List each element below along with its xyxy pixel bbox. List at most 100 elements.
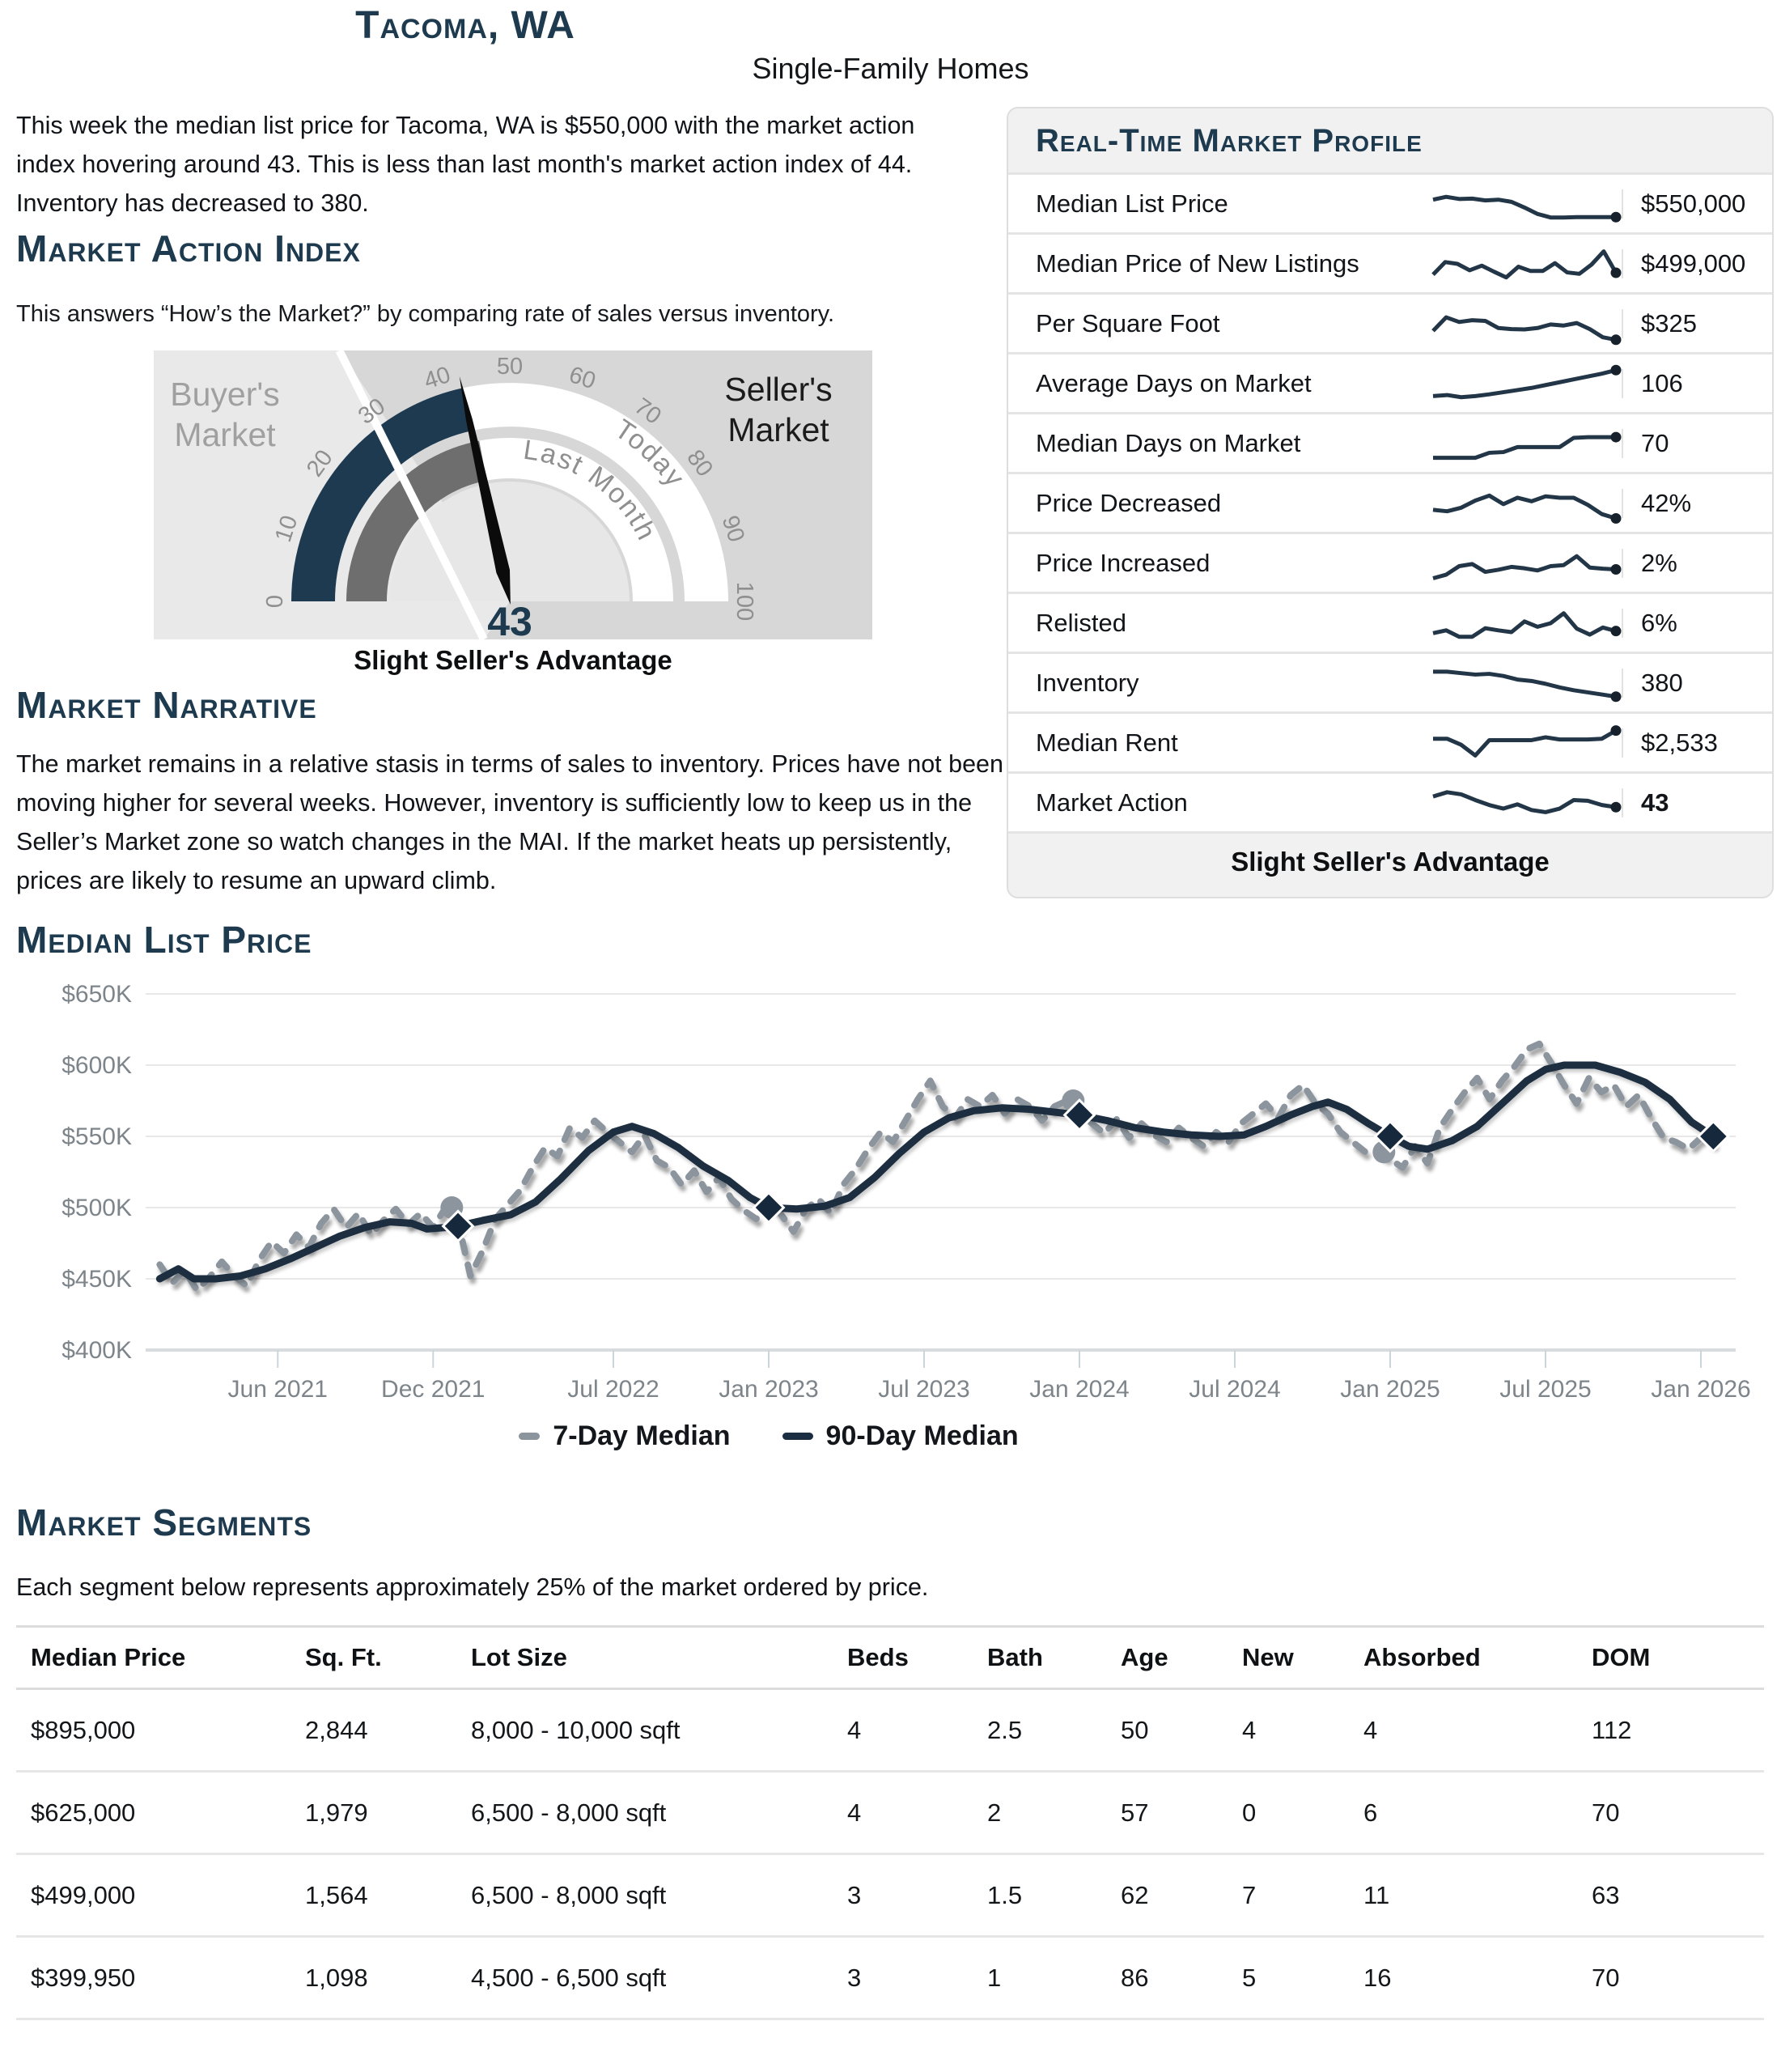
- profile-row-sparkline: [1433, 669, 1622, 702]
- chart-legend: 7-Day Median 90-Day Median: [138, 1420, 1400, 1452]
- segments-table-cell: 1,564: [305, 1880, 368, 1909]
- real-time-market-profile-panel: Real-Time Market Profile Median List Pri…: [1007, 107, 1774, 898]
- profile-row-sparkline: [1432, 610, 1622, 639]
- segments-table-cell: $625,000: [31, 1798, 136, 1827]
- profile-row-value: $550,000: [1622, 189, 1772, 219]
- svg-text:Market: Market: [174, 416, 276, 453]
- profile-row: Per Square Foot $325: [1008, 295, 1772, 355]
- segments-table-cell: 2,844: [305, 1715, 368, 1744]
- chart-x-tick-label: Jan 2024: [1029, 1376, 1129, 1403]
- segments-column-header: Beds: [847, 1643, 909, 1671]
- intro-summary: This week the median list price for Taco…: [16, 112, 915, 217]
- segments-table-cell: 4: [1242, 1715, 1257, 1744]
- chart-y-tick-label: $500K: [61, 1195, 132, 1221]
- segments-table-cell: $895,000: [31, 1715, 136, 1744]
- segments-table-row: $895,000 2,844 8,000 - 10,000 sqft 4 2.5 50 4 4…: [16, 1690, 1764, 1773]
- marker-diamond-90-day: [752, 1191, 786, 1225]
- chart-x-tick-label: Jan 2023: [719, 1376, 818, 1403]
- profile-row: Market Action 43: [1008, 774, 1772, 834]
- legend-swatch-7-day: [519, 1433, 541, 1440]
- segments-column-header: Absorbed: [1363, 1643, 1481, 1671]
- profile-row-value: 2%: [1622, 548, 1772, 578]
- gauge-today-arc: [291, 388, 473, 602]
- chart-y-tick-label: $450K: [61, 1266, 132, 1293]
- section-heading-market-narrative: Market Narrative: [16, 684, 317, 726]
- legend-swatch-90-day: [782, 1433, 813, 1440]
- profile-row-label: Median Price of New Listings: [1036, 248, 1359, 278]
- profile-row-value: $325: [1622, 308, 1772, 338]
- profile-row-label: Relisted: [1036, 608, 1126, 637]
- segments-table-cell: 62: [1121, 1880, 1149, 1909]
- profile-row: Average Days on Market 106: [1008, 355, 1772, 414]
- legend-label-90-day: 90-Day Median: [825, 1420, 1019, 1451]
- profile-row: Median Days on Market 70: [1008, 414, 1772, 474]
- segments-table-cell: 3: [847, 1880, 862, 1909]
- chart-y-tick-label: $550K: [61, 1123, 132, 1150]
- segments-table-cell: 7: [1242, 1880, 1257, 1909]
- profile-row-value: 380: [1622, 668, 1772, 698]
- chart-y-tick-label: $400K: [61, 1337, 132, 1364]
- segments-column-header: Bath: [987, 1643, 1043, 1671]
- segments-column-header: Age: [1121, 1643, 1168, 1671]
- profile-row-label: Average Days on Market: [1036, 368, 1312, 397]
- chart-x-tick-label: Jul 2022: [567, 1376, 659, 1403]
- segments-table-cell: 6,500 - 8,000 sqft: [471, 1880, 667, 1909]
- legend-item-7-day: 7-Day Median: [519, 1420, 731, 1452]
- section-heading-median-list-price: Median List Price: [16, 919, 312, 961]
- segments-table-cell: 112: [1592, 1715, 1632, 1744]
- segments-table-row: $625,000 1,979 6,500 - 8,000 sqft 4 2 57 0 6 70: [16, 1773, 1764, 1855]
- profile-row-sparkline: [1432, 194, 1622, 223]
- profile-footer-status: Slight Seller's Advantage: [1231, 847, 1550, 877]
- segments-table-cell: 1: [987, 1963, 1002, 1992]
- profile-row-label: Price Increased: [1036, 548, 1211, 577]
- segments-table-cell: 8,000 - 10,000 sqft: [471, 1715, 681, 1744]
- segments-table-cell: 86: [1121, 1963, 1149, 1992]
- chart-y-tick-label: $600K: [61, 1052, 132, 1079]
- segments-table-cell: 3: [847, 1963, 862, 1992]
- profile-row-sparkline: [1432, 554, 1622, 580]
- segments-table-row: $499,000 1,564 6,500 - 8,000 sqft 3 1.5 62 7 11…: [16, 1855, 1764, 1938]
- profile-row-value: 70: [1622, 428, 1772, 458]
- segments-table-cell: 2: [987, 1798, 1002, 1827]
- marker-diamond-90-day: [1373, 1119, 1407, 1153]
- segments-header-row: Median Price Sq. Ft. Lot Size Beds Bath Age Ne…: [16, 1628, 1764, 1690]
- gauge-status-label: Slight Seller's Advantage: [354, 645, 672, 675]
- segments-table-cell: 70: [1592, 1798, 1620, 1827]
- profile-row-label: Median Rent: [1036, 728, 1178, 757]
- segments-table-cell: 57: [1121, 1798, 1149, 1827]
- profile-row: Median List Price $550,000: [1008, 172, 1772, 235]
- segments-table-cell: 1,098: [305, 1963, 368, 1992]
- chart-x-tick-label: Jun 2021: [228, 1376, 328, 1403]
- series-90-day-median: [155, 1061, 1717, 1283]
- profile-row-value: $499,000: [1622, 248, 1772, 278]
- gauge-zone-divider: [335, 350, 488, 639]
- series-7-day-median: [156, 1040, 1717, 1294]
- gauge-scale-tick-label: 100: [731, 582, 757, 621]
- median-list-price-chart: $650K $600K $550K $500K $450K $400K Jun 2021 De…: [61, 981, 1750, 1403]
- segments-column-header: New: [1242, 1643, 1294, 1671]
- profile-row-value: 43: [1622, 788, 1772, 817]
- profile-row: Inventory 380: [1008, 654, 1772, 714]
- segments-column-header: Lot Size: [471, 1643, 567, 1671]
- profile-row-value: 106: [1622, 368, 1772, 398]
- chart-x-tick-label: Dec 2021: [381, 1376, 485, 1403]
- market-narrative-text: The market remains in a relative stasis …: [16, 750, 1003, 894]
- segments-table-row: $399,950 1,098 4,500 - 6,500 sqft 3 1 86 5 16 70: [16, 1938, 1764, 2020]
- segments-table-cell: 1.5: [987, 1880, 1023, 1909]
- gauge-last-month-arc: [346, 440, 488, 602]
- profile-row-value: 42%: [1622, 488, 1772, 518]
- chart-x-tick-label: Jan 2025: [1340, 1376, 1440, 1403]
- profile-row-sparkline: [1432, 364, 1622, 399]
- legend-label-7-day: 7-Day Median: [553, 1420, 731, 1451]
- segments-table-cell: 4,500 - 6,500 sqft: [471, 1963, 667, 1992]
- chart-y-tick-label: $650K: [61, 981, 132, 1008]
- profile-row-value: 6%: [1622, 608, 1772, 638]
- profile-row-label: Median Days on Market: [1036, 428, 1301, 457]
- segments-column-header: Median Price: [31, 1643, 186, 1671]
- segments-table-cell: 11: [1363, 1880, 1390, 1909]
- segments-table-cell: 0: [1242, 1798, 1257, 1827]
- gauge-sellers-market-label: Seller's: [724, 371, 832, 408]
- gauge-needle: [459, 376, 511, 605]
